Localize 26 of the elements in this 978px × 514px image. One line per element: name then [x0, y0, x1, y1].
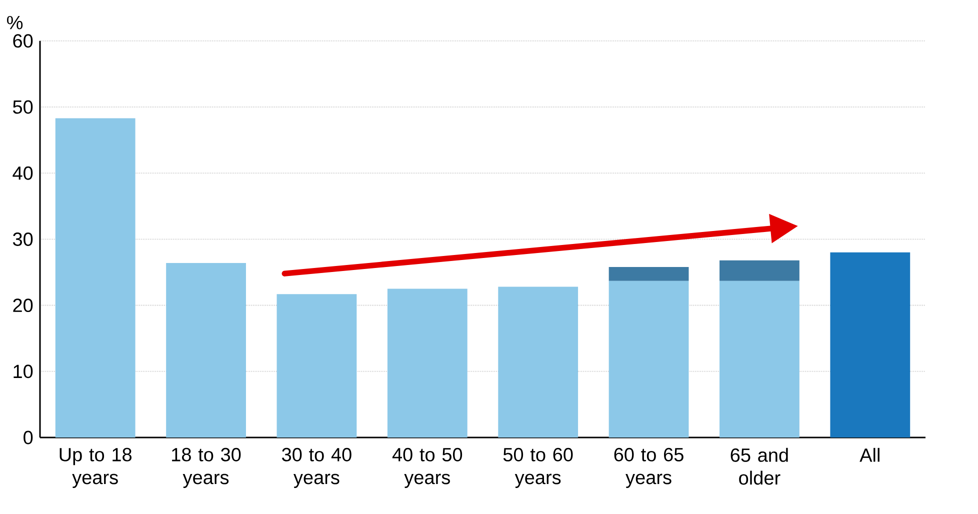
- bar: [720, 260, 800, 282]
- x-tick-label: 18 to 30 years: [172, 448, 241, 488]
- bar: [608, 281, 689, 438]
- x-tick-label: All: [860, 448, 880, 462]
- x-tick-label: 65 and older: [730, 448, 788, 485]
- bar: [830, 252, 910, 438]
- bar: [498, 286, 578, 438]
- x-tick-label: 30 to 40 years: [282, 448, 352, 488]
- bar: [55, 118, 136, 438]
- y-axis-title: %: [7, 16, 23, 30]
- x-tick-label: 40 to 50 years: [392, 448, 462, 488]
- y-tick-label: 0: [24, 430, 33, 444]
- x-tick-label: 60 to 65 years: [614, 448, 684, 488]
- bar: [608, 267, 689, 282]
- bar: [166, 263, 246, 438]
- y-tick-label: 20: [13, 298, 33, 312]
- bar: [720, 281, 800, 438]
- x-tick-label: Up to 18 years: [60, 448, 132, 488]
- x-tick-label: 50 to 60 years: [503, 448, 573, 488]
- bar: [387, 288, 468, 438]
- y-tick-label: 10: [14, 364, 33, 378]
- y-tick-label: 40: [12, 166, 33, 180]
- y-tick-label: 50: [13, 100, 33, 114]
- y-tick-label: 30: [12, 232, 33, 246]
- y-tick-label: 60: [13, 34, 33, 48]
- bar: [276, 294, 357, 438]
